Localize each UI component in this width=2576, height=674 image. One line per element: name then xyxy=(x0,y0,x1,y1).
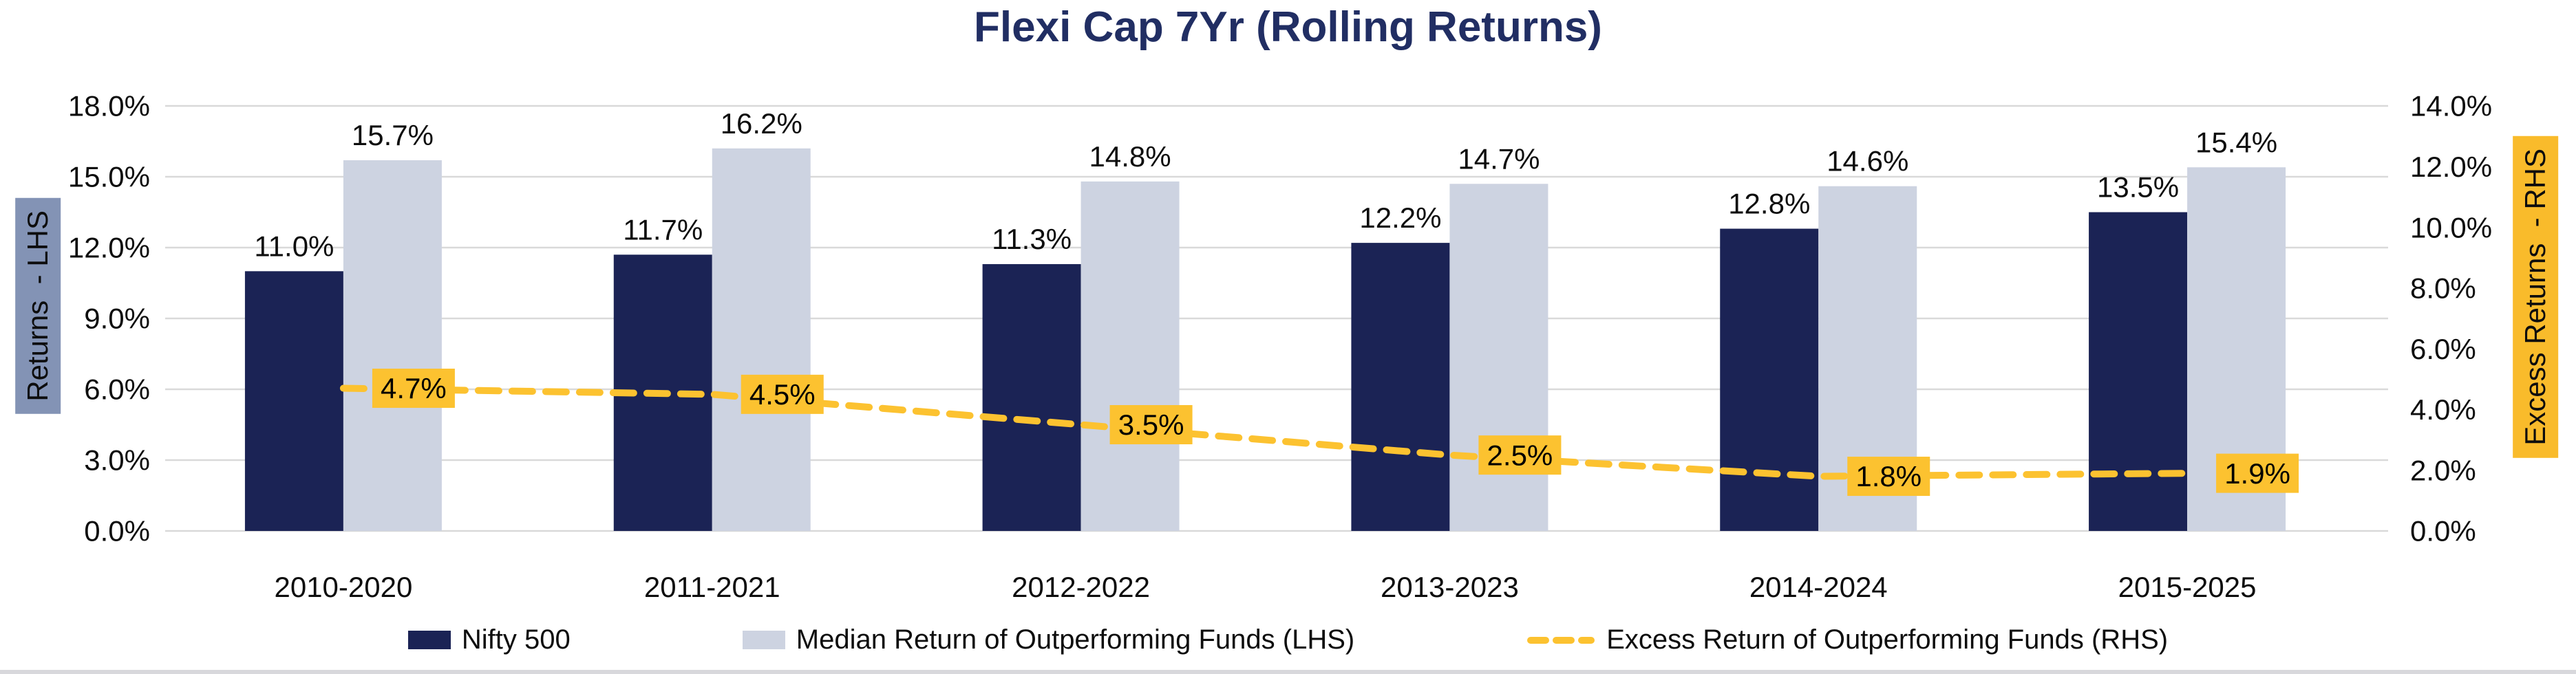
nifty-500-swatch-icon xyxy=(407,631,451,649)
y-axis-tick-label-right: 14.0% xyxy=(2410,90,2492,122)
x-axis-label: 2013-2023 xyxy=(1381,571,1519,603)
excess-value-box xyxy=(1478,435,1562,475)
excess-value-box xyxy=(1847,457,1930,497)
bar-value-label: 12.2% xyxy=(1359,202,1441,234)
bar-nifty-500 xyxy=(1720,228,1819,531)
x-axis-label: 2011-2021 xyxy=(644,571,780,603)
y-axis-tick-label-right: 8.0% xyxy=(2410,272,2476,305)
bar-value-label: 15.7% xyxy=(352,119,434,151)
bar-nifty-500 xyxy=(1351,243,1450,531)
x-axis-label: 2010-2020 xyxy=(274,571,412,603)
y-axis-tick-label-left: 9.0% xyxy=(84,303,150,335)
bar-value-label: 12.8% xyxy=(1728,188,1810,220)
bar-nifty-500 xyxy=(982,264,1081,531)
legend-item-median-return: Median Return of Outperforming Funds (LH… xyxy=(742,624,1355,655)
x-axis-label: 2015-2025 xyxy=(2118,571,2257,603)
y-axis-tick-label-left: 18.0% xyxy=(68,90,150,122)
y-axis-tick-label-left: 3.0% xyxy=(84,444,150,477)
y-axis-tick-label-right: 10.0% xyxy=(2410,211,2492,243)
bar-value-label: 11.0% xyxy=(254,230,334,262)
bar-median-return xyxy=(712,148,811,532)
excess-value-box xyxy=(741,374,824,414)
excess-value-label: 4.7% xyxy=(381,372,447,404)
x-axis-label: 2014-2024 xyxy=(1749,571,1888,603)
bar-value-label: 13.5% xyxy=(2097,171,2179,204)
bar-value-label: 14.7% xyxy=(1458,142,1540,175)
legend-label-excess-return: Excess Return of Outperforming Funds (RH… xyxy=(1606,624,2169,655)
bar-median-return xyxy=(1081,181,1180,531)
excess-value-label: 1.8% xyxy=(1855,460,1922,492)
y-axis-tick-label-right: 0.0% xyxy=(2410,515,2476,547)
bar-value-label: 16.2% xyxy=(721,107,802,140)
y-axis-tick-label-left: 6.0% xyxy=(84,373,150,406)
bar-nifty-500 xyxy=(244,271,343,531)
bar-median-return xyxy=(1449,184,1548,531)
bar-value-label: 14.6% xyxy=(1827,145,1908,177)
excess-value-label: 2.5% xyxy=(1487,439,1553,471)
legend-item-nifty-500: Nifty 500 xyxy=(407,624,571,655)
legend-item-excess-return: Excess Return of Outperforming Funds (RH… xyxy=(1526,624,2168,655)
bar-nifty-500 xyxy=(2089,212,2188,531)
y-axis-tick-label-right: 2.0% xyxy=(2410,454,2476,486)
legend: Nifty 500 Median Return of Outperforming… xyxy=(0,624,2576,655)
excess-value-label: 3.5% xyxy=(1118,409,1184,441)
bar-median-return xyxy=(343,160,442,531)
excess-value-label: 4.5% xyxy=(749,378,816,411)
y-axis-tick-label-left: 15.0% xyxy=(68,161,150,193)
y-axis-tick-label-left: 12.0% xyxy=(68,232,150,264)
y-axis-tick-label-right: 12.0% xyxy=(2410,151,2492,183)
excess-return-dashed-line-icon xyxy=(1527,636,1595,644)
bar-value-label: 11.3% xyxy=(992,223,1072,255)
excess-value-box xyxy=(1109,405,1193,444)
y-axis-tick-label-right: 4.0% xyxy=(2410,393,2476,426)
bar-value-label: 14.8% xyxy=(1089,140,1171,173)
y-axis-tick-label-left: 0.0% xyxy=(84,515,150,547)
y-axis-tick-label-right: 6.0% xyxy=(2410,333,2476,365)
excess-value-box xyxy=(372,369,455,409)
legend-label-median-return: Median Return of Outperforming Funds (LH… xyxy=(796,624,1355,655)
excess-value-box xyxy=(2216,453,2299,493)
chart-title: Flexi Cap 7Yr (Rolling Returns) xyxy=(974,3,1602,51)
x-axis-label: 2012-2022 xyxy=(1012,571,1150,603)
bar-value-label: 15.4% xyxy=(2195,126,2277,158)
median-return-swatch-icon xyxy=(742,631,785,649)
legend-label-nifty-500: Nifty 500 xyxy=(461,624,571,655)
excess-value-label: 1.9% xyxy=(2224,457,2290,490)
bar-value-label: 11.7% xyxy=(623,213,703,246)
